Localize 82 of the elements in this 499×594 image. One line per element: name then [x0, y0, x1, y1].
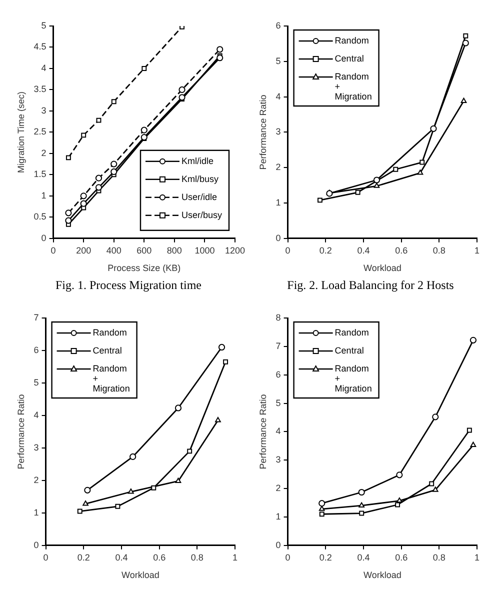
x-tick-label: 0.4	[357, 552, 370, 562]
y-axis-title: Performance Ratio	[258, 394, 268, 470]
y-tick-label: 2	[276, 483, 281, 494]
y-axis-title: Migration Time (sec)	[16, 91, 26, 173]
y-tick-label: 5	[276, 398, 281, 408]
y-tick-label: 4	[41, 62, 46, 73]
y-tick-label: 5	[34, 377, 39, 388]
y-tick-label: 1	[276, 511, 281, 522]
y-tick-label: 0	[276, 540, 281, 550]
y-tick-label: 1	[276, 197, 281, 208]
x-tick-label: 0.4	[357, 245, 370, 256]
y-tick-label: 0	[34, 540, 39, 550]
x-axis-title: Process Size (KB)	[108, 263, 181, 274]
y-tick-label: 8	[276, 312, 281, 322]
x-tick-label: 600	[136, 245, 152, 256]
x-tick-label: 0.2	[77, 552, 90, 562]
y-tick-label: 3	[41, 105, 46, 116]
y-tick-label: 6	[34, 344, 39, 355]
y-tick-label: 1	[34, 507, 39, 518]
legend-label: Central	[334, 345, 364, 356]
x-axis-title: Workload	[121, 570, 160, 580]
x-axis-title: Workload	[363, 570, 402, 580]
x-tick-label: 1	[232, 552, 238, 562]
x-tick-label: 0.2	[319, 245, 332, 256]
x-tick-label: 400	[106, 245, 122, 256]
legend-label: Central	[334, 53, 364, 64]
y-tick-label: 6	[276, 20, 281, 30]
y-tick-label: 3.5	[34, 84, 46, 94]
legend-label: Random + Migration	[334, 363, 372, 394]
y-tick-label: 2	[34, 474, 39, 485]
legend-label: Random	[334, 327, 369, 338]
x-tick-label: 0.4	[115, 552, 128, 562]
legend-label: Random + Migration	[334, 71, 372, 102]
x-tick-label: 0	[50, 245, 56, 256]
x-tick-label: 0.6	[153, 552, 166, 562]
y-tick-label: 4	[276, 91, 281, 102]
x-tick-label: 200	[76, 245, 92, 256]
y-tick-label: 1	[41, 190, 46, 200]
legend-label: Kml/busy	[181, 174, 219, 184]
y-tick-label: 7	[276, 340, 281, 351]
x-tick-label: 1	[474, 552, 480, 562]
x-tick-label: 0.6	[395, 552, 408, 562]
x-axis-title: Workload	[363, 263, 402, 274]
legend-label: Random + Migration	[92, 363, 130, 394]
legend-label: User/idle	[181, 192, 217, 202]
y-tick-label: 3	[276, 454, 281, 465]
legend-label: Random	[334, 35, 369, 46]
y-tick-label: 3	[34, 442, 39, 452]
y-tick-label: 2	[41, 148, 46, 158]
y-tick-label: 0.5	[34, 212, 46, 222]
y-axis-title: Performance Ratio	[258, 94, 268, 170]
caption: Fig. 1. Process Migration time	[54, 278, 202, 294]
x-tick-label: 0	[285, 245, 290, 256]
x-tick-label: 0.6	[395, 245, 408, 256]
y-tick-label: 5	[41, 20, 46, 30]
x-tick-label: 1	[474, 245, 480, 256]
x-tick-label: 0	[285, 552, 290, 562]
y-tick-label: 4.5	[34, 42, 46, 52]
y-tick-label: 7	[34, 312, 39, 322]
x-tick-label: 800	[166, 245, 182, 256]
y-tick-label: 3	[276, 126, 281, 137]
y-tick-label: 1.5	[34, 169, 46, 180]
y-tick-label: 0	[276, 232, 281, 243]
x-tick-label: 0.8	[432, 552, 446, 562]
x-tick-label: 0.2	[319, 552, 332, 562]
legend-label: Kml/idle	[181, 156, 214, 166]
legend-label: Random	[92, 327, 127, 338]
x-tick-label: 1000	[194, 245, 215, 256]
x-tick-label: 0.8	[432, 245, 446, 256]
y-tick-label: 2.5	[34, 126, 46, 137]
x-tick-label: 1200	[224, 245, 246, 256]
x-tick-label: 0.8	[190, 552, 204, 562]
caption: Fig. 2. Load Balancing for 2 Hosts	[286, 278, 455, 294]
y-tick-label: 4	[34, 410, 39, 420]
y-tick-label: 4	[276, 426, 281, 436]
legend-label: Central	[92, 345, 122, 356]
y-tick-label: 2	[276, 162, 281, 172]
legend-label: User/busy	[181, 210, 222, 220]
y-tick-label: 6	[276, 369, 281, 380]
y-axis-title: Performance Ratio	[16, 394, 26, 470]
y-tick-label: 5	[276, 56, 281, 66]
y-tick-label: 0	[41, 232, 46, 243]
